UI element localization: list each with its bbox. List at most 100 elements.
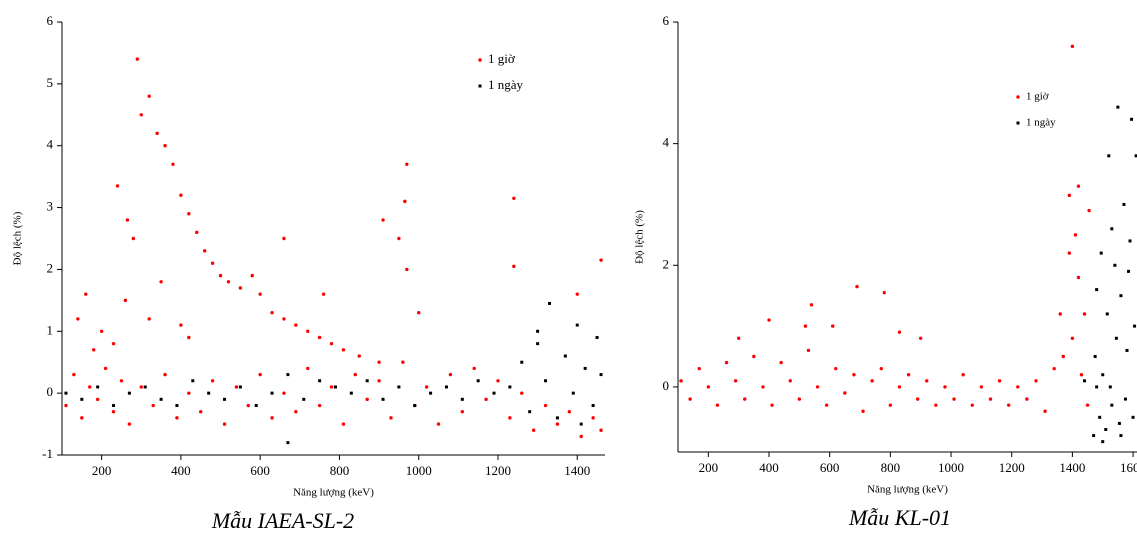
data-point <box>1114 336 1118 340</box>
data-point <box>1119 434 1123 438</box>
data-point <box>548 301 552 305</box>
data-point <box>952 397 956 401</box>
data-point <box>492 391 496 395</box>
data-point <box>64 391 68 395</box>
data-point <box>512 196 516 200</box>
x-tick-label: 600 <box>250 463 270 478</box>
data-point <box>861 409 865 413</box>
data-point <box>282 391 286 395</box>
x-tick-label: 1400 <box>1059 460 1085 475</box>
data-point <box>915 397 920 401</box>
data-point <box>934 403 938 407</box>
y-tick-label: 2 <box>47 260 54 275</box>
data-point <box>357 354 361 358</box>
data-point <box>187 335 191 340</box>
data-point <box>575 292 579 296</box>
data-point <box>1119 294 1123 298</box>
data-point <box>496 379 500 383</box>
data-point <box>222 422 227 426</box>
y-tick-label: -1 <box>42 446 53 461</box>
data-point <box>1122 202 1126 206</box>
data-point <box>1082 312 1087 316</box>
data-point <box>112 404 116 408</box>
data-point <box>258 372 262 377</box>
data-point <box>1025 397 1029 401</box>
x-tick-label: 800 <box>881 460 901 475</box>
data-point <box>834 366 838 371</box>
data-point <box>238 385 242 389</box>
data-point <box>472 366 476 371</box>
data-point <box>270 391 274 395</box>
data-point <box>226 280 231 284</box>
x-tick-label: 1200 <box>999 460 1025 475</box>
data-point <box>95 397 100 402</box>
y-axis-label: Độ lệch (%) <box>634 210 646 264</box>
data-point <box>583 366 587 370</box>
data-point <box>1085 403 1090 407</box>
data-point <box>1101 440 1105 444</box>
x-tick-label: 1200 <box>485 463 511 478</box>
data-point <box>555 416 559 420</box>
x-axis-label: Năng lượng (keV) <box>293 487 374 499</box>
data-point <box>460 397 464 401</box>
data-point <box>970 403 974 407</box>
legend-swatch <box>1016 95 1020 99</box>
data-point <box>1095 288 1099 292</box>
data-point <box>444 385 448 389</box>
legend-label: 1 giờ <box>488 51 516 66</box>
y-tick-label: 0 <box>47 384 54 399</box>
data-point <box>175 416 179 420</box>
legend-label: 1 giờ <box>1026 91 1049 103</box>
x-tick-label: 400 <box>759 460 779 475</box>
data-point <box>147 94 151 98</box>
data-point <box>1133 324 1137 328</box>
data-point <box>1067 251 1072 255</box>
y-tick-label: 2 <box>663 256 670 271</box>
data-point <box>1052 366 1056 371</box>
data-point <box>175 404 179 408</box>
data-point <box>1034 379 1038 383</box>
y-tick-label: 4 <box>663 135 670 150</box>
y-tick-label: 0 <box>663 378 670 393</box>
data-point <box>508 416 512 420</box>
data-point <box>234 385 239 389</box>
data-point <box>571 391 575 395</box>
data-point <box>1093 355 1097 359</box>
data-point <box>80 416 84 420</box>
y-tick-label: 5 <box>47 75 54 90</box>
data-point <box>770 403 774 407</box>
data-point <box>341 348 346 352</box>
data-point <box>1110 403 1114 407</box>
data-point <box>520 391 524 395</box>
data-point <box>72 372 76 377</box>
data-point <box>1087 208 1091 213</box>
data-point <box>127 391 131 395</box>
data-point <box>961 373 965 377</box>
data-point <box>1127 269 1131 273</box>
data-point <box>397 385 401 389</box>
data-point <box>843 391 847 395</box>
data-point <box>294 410 298 414</box>
data-point <box>254 404 258 408</box>
data-point <box>135 57 140 61</box>
data-point <box>599 428 603 432</box>
data-point <box>377 379 381 383</box>
data-point <box>1073 233 1078 237</box>
data-point <box>797 397 802 401</box>
data-point <box>743 397 747 401</box>
data-point <box>555 422 560 426</box>
legend-swatch <box>1016 121 1020 125</box>
data-point <box>706 385 711 389</box>
data-point <box>575 323 579 327</box>
data-point <box>536 329 540 333</box>
data-point <box>870 379 874 383</box>
data-point <box>809 303 814 307</box>
data-point <box>1128 239 1132 243</box>
data-point <box>317 403 322 408</box>
legend-label: 1 ngày <box>1026 117 1056 129</box>
data-point <box>353 372 357 377</box>
data-point <box>139 385 143 389</box>
data-point <box>111 341 116 346</box>
data-point <box>246 403 250 408</box>
